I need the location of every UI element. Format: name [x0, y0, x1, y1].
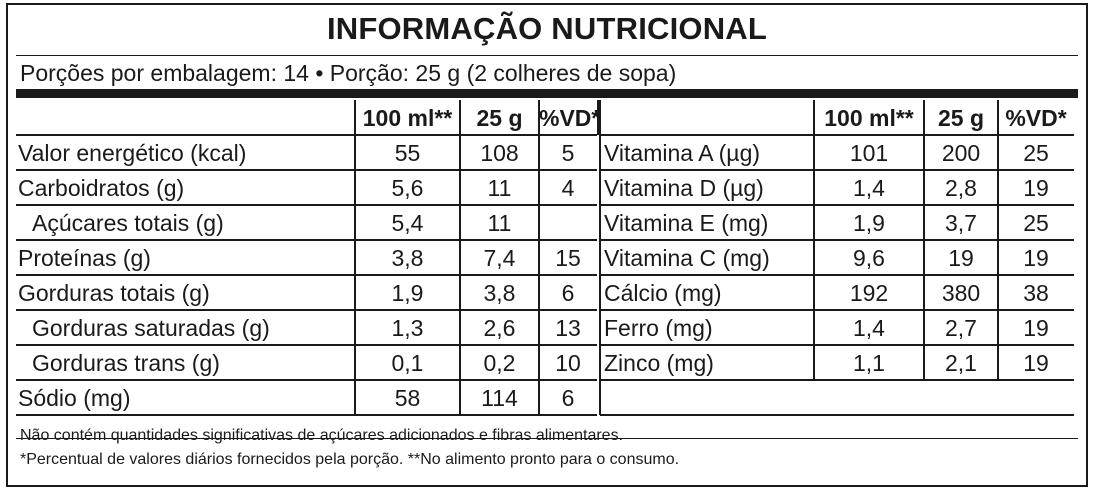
value-per-100ml: 1,3	[391, 315, 424, 341]
nutrient-name: Vitamina C (mg)	[604, 245, 770, 271]
column-divider	[923, 100, 925, 380]
value-per-25g: 2,7	[945, 315, 977, 341]
row-divider	[16, 169, 597, 171]
value-per-100ml: 1,9	[391, 280, 424, 306]
left-header-daily-value: %VD*	[539, 105, 601, 131]
nutrient-name: Zinco (mg)	[604, 350, 714, 376]
value-per-25g: 11	[487, 175, 512, 201]
footnote-divider	[16, 438, 1078, 439]
row-divider	[600, 344, 1074, 346]
value-per-25g: 0,2	[483, 350, 516, 376]
row-divider	[600, 204, 1074, 206]
right-header-per-100ml: 100 ml**	[824, 105, 914, 131]
daily-value-percent: 4	[561, 175, 575, 201]
row-divider	[600, 134, 1074, 136]
right-header-daily-value: %VD*	[1005, 105, 1067, 131]
value-per-25g: 114	[481, 385, 518, 411]
value-per-25g: 380	[941, 280, 981, 306]
daily-value-percent: 19	[1023, 175, 1049, 201]
footnote-daily-values: *Percentual de valores diários fornecido…	[20, 451, 680, 468]
column-divider	[538, 100, 540, 415]
daily-value-percent: 19	[1023, 315, 1049, 341]
daily-value-percent: 5	[561, 140, 575, 166]
daily-value-percent: 6	[561, 280, 575, 306]
column-divider	[354, 100, 356, 415]
column-divider	[813, 100, 815, 380]
thick-divider	[16, 89, 1078, 98]
value-per-100ml: 1,4	[853, 175, 885, 201]
value-per-25g: 3,7	[945, 210, 977, 236]
value-per-100ml: 101	[849, 140, 889, 166]
daily-value-percent: 25	[1023, 210, 1049, 236]
value-per-100ml: 3,8	[391, 245, 424, 271]
nutrient-name: Vitamina E (mg)	[604, 210, 769, 236]
title-divider	[16, 55, 1078, 56]
value-per-100ml: 9,6	[853, 245, 885, 271]
value-per-25g: 19	[948, 245, 974, 271]
value-per-100ml: 5,4	[391, 210, 424, 236]
nutrient-name: Sódio (mg)	[18, 385, 131, 411]
nutrient-name: Gorduras trans (g)	[32, 350, 220, 376]
row-divider	[16, 309, 597, 311]
value-per-25g: 200	[941, 140, 981, 166]
row-divider	[600, 169, 1074, 171]
row-divider	[600, 414, 1074, 416]
nutrient-name: Cálcio (mg)	[604, 280, 722, 306]
row-divider	[600, 274, 1074, 276]
footnote-no-sugar: Não contém quantidades significativas de…	[20, 427, 624, 444]
servings-info: Porções por embalagem: 14 • Porção: 25 g…	[20, 60, 677, 86]
value-per-25g: 2,1	[945, 350, 977, 376]
left-header-per-100ml: 100 ml**	[362, 105, 453, 131]
daily-value-percent: 13	[555, 315, 581, 341]
value-per-100ml: 1,1	[853, 350, 885, 376]
row-divider	[16, 379, 597, 381]
nutrient-name: Proteínas (g)	[18, 245, 151, 271]
daily-value-percent: 38	[1023, 280, 1049, 306]
daily-value-percent: 15	[555, 245, 581, 271]
column-divider	[599, 100, 601, 415]
row-divider	[16, 134, 597, 136]
daily-value-percent: 10	[555, 350, 581, 376]
nutrient-name: Valor energético (kcal)	[18, 140, 247, 166]
nutrient-name: Gorduras totais (g)	[18, 280, 210, 306]
column-divider	[997, 100, 999, 380]
row-divider	[600, 309, 1074, 311]
nutrition-facts-panel: INFORMAÇÃO NUTRICIONAL Porções por embal…	[6, 3, 1088, 487]
row-divider	[16, 274, 597, 276]
daily-value-percent: 19	[1023, 350, 1049, 376]
row-divider	[600, 239, 1074, 241]
value-per-25g: 11	[487, 210, 512, 236]
nutrient-name: Gorduras saturadas (g)	[32, 315, 270, 341]
value-per-100ml: 1,9	[853, 210, 885, 236]
nutrient-name: Ferro (mg)	[604, 315, 713, 341]
column-divider	[459, 100, 461, 415]
row-divider	[16, 344, 597, 346]
value-per-100ml: 58	[394, 385, 421, 411]
value-per-100ml: 0,1	[391, 350, 424, 376]
nutrient-name: Carboidratos (g)	[18, 175, 185, 201]
column-divider	[597, 100, 599, 135]
value-per-25g: 3,8	[483, 280, 516, 306]
value-per-25g: 2,8	[945, 175, 977, 201]
value-per-100ml: 5,6	[391, 175, 424, 201]
row-divider	[16, 204, 597, 206]
nutrient-name: Vitamina A (µg)	[604, 140, 761, 166]
row-divider	[16, 414, 597, 416]
right-header-per-25g: 25 g	[937, 105, 985, 131]
row-divider	[16, 239, 597, 241]
value-per-100ml: 192	[849, 280, 889, 306]
daily-value-percent: 25	[1023, 140, 1049, 166]
left-header-per-25g: 25 g	[476, 105, 523, 131]
value-per-100ml: 55	[394, 140, 421, 166]
value-per-25g: 7,4	[483, 245, 516, 271]
value-per-25g: 2,6	[483, 315, 516, 341]
daily-value-percent: 19	[1023, 245, 1049, 271]
nutrient-name: Açúcares totais (g)	[32, 210, 224, 236]
row-divider	[600, 379, 1074, 381]
value-per-25g: 108	[480, 140, 519, 166]
panel-title: INFORMAÇÃO NUTRICIONAL	[326, 11, 768, 46]
value-per-100ml: 1,4	[853, 315, 885, 341]
nutrient-name: Vitamina D (µg)	[604, 175, 764, 201]
daily-value-percent: 6	[561, 385, 575, 411]
